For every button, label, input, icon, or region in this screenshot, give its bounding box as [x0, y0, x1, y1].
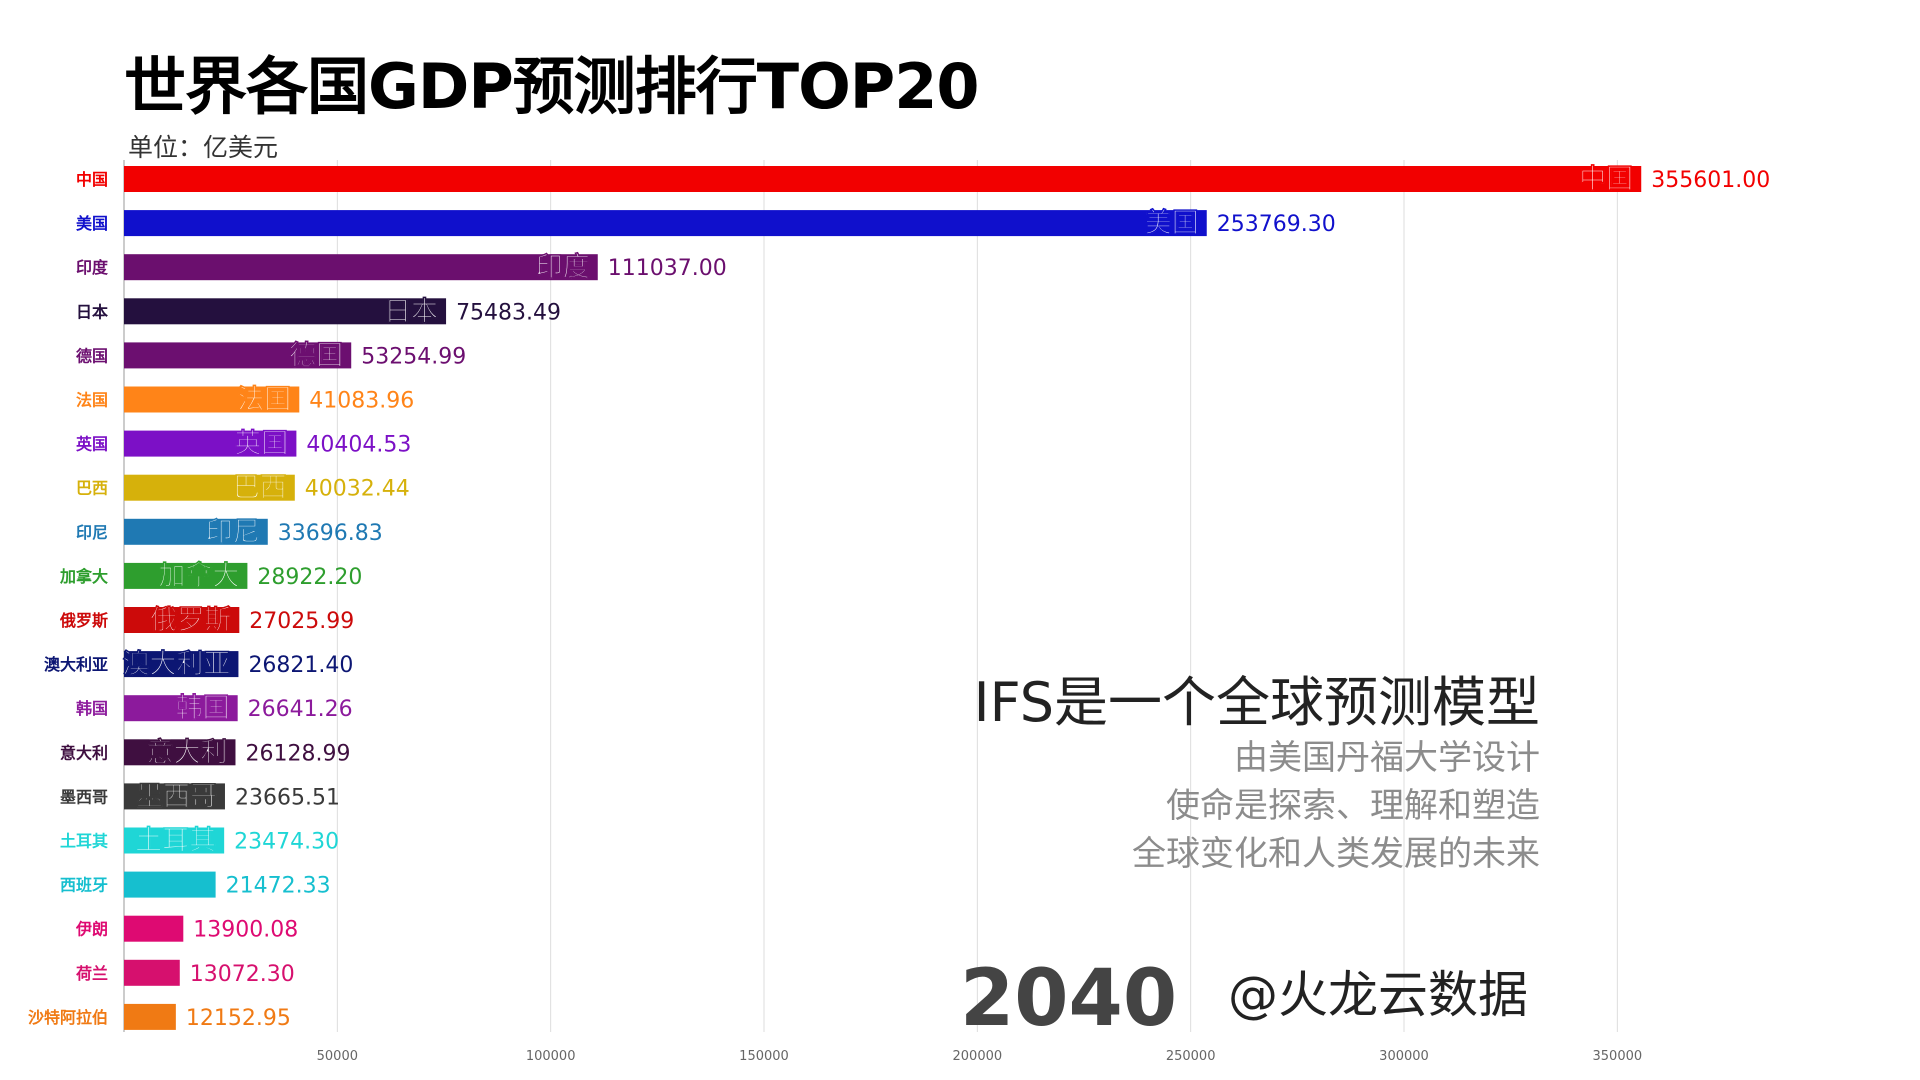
- watermark-handle: @火龙云数据: [1228, 966, 1528, 1024]
- value-label: 26821.40: [248, 653, 353, 678]
- bar: [124, 783, 225, 810]
- category-label: 西班牙: [60, 876, 108, 895]
- category-label: 法国: [76, 391, 108, 410]
- value-label: 23665.51: [235, 785, 340, 810]
- value-label: 41083.96: [309, 389, 414, 414]
- bar: [124, 342, 352, 369]
- description-line-1: 由美国丹福大学设计: [1234, 738, 1540, 778]
- bar: [124, 739, 236, 766]
- value-label: 21472.33: [226, 874, 331, 899]
- value-label: 40032.44: [305, 477, 410, 502]
- bar-inner-label: 日本: [384, 296, 438, 327]
- bar: [124, 210, 1207, 237]
- bar: [124, 915, 184, 942]
- bar: [124, 474, 295, 501]
- value-label: 75483.49: [456, 300, 561, 325]
- category-label: 荷兰: [76, 964, 108, 983]
- value-label: 23474.30: [234, 830, 339, 855]
- x-tick-label: 300000: [1379, 1049, 1429, 1064]
- bar-inner-label: 德国: [289, 340, 343, 371]
- x-tick-label: 100000: [526, 1049, 576, 1064]
- bar-inner-label: 俄罗斯: [149, 605, 231, 636]
- category-label: 德国: [76, 346, 108, 365]
- bar-inner-label: 韩国: [176, 693, 230, 724]
- bar-inner-label: 英国: [234, 429, 288, 460]
- category-label: 沙特阿拉伯: [28, 1008, 108, 1027]
- description-title: IFS是一个全球预测模型: [973, 671, 1540, 734]
- value-label: 253769.30: [1217, 212, 1336, 237]
- value-label: 53254.99: [361, 344, 466, 369]
- value-label: 355601.00: [1651, 168, 1770, 193]
- bar: [124, 562, 248, 589]
- value-label: 40404.53: [306, 433, 411, 458]
- category-label: 中国: [76, 170, 108, 189]
- category-label: 巴西: [76, 479, 108, 498]
- value-label: 26641.26: [248, 697, 353, 722]
- bar: [124, 1003, 176, 1030]
- bar-inner-label: 加拿大: [158, 560, 239, 592]
- category-label: 土耳其: [60, 832, 108, 851]
- category-label: 伊朗: [75, 920, 108, 939]
- category-label: 日本: [76, 302, 108, 321]
- bar: [124, 959, 180, 986]
- category-label: 俄罗斯: [59, 611, 108, 630]
- category-label: 墨西哥: [60, 787, 108, 806]
- bar: [124, 518, 268, 545]
- description-line-2: 使命是探索、理解和塑造: [1166, 786, 1540, 826]
- value-label: 12152.95: [186, 1006, 291, 1031]
- x-tick-label: 350000: [1593, 1049, 1643, 1064]
- unit-label: 单位：亿美元: [128, 133, 279, 162]
- value-label: 33696.83: [278, 521, 383, 546]
- category-label: 澳大利亚: [44, 655, 108, 674]
- bar-inner-label: 美国: [1145, 207, 1199, 239]
- bar-inner-label: 中国: [1579, 164, 1633, 195]
- bar: [124, 607, 240, 633]
- bar-inner-label: 墨西哥: [136, 781, 217, 812]
- value-label: 28922.20: [257, 565, 362, 590]
- value-label: 27025.99: [249, 609, 354, 634]
- value-label: 13072.30: [190, 962, 295, 987]
- bar: [124, 695, 238, 722]
- bar-inner-label: 法国: [237, 385, 291, 416]
- bar: [124, 871, 216, 898]
- bar: [124, 827, 225, 854]
- category-label: 意大利: [60, 743, 108, 762]
- bar: [124, 430, 297, 457]
- category-label: 英国: [75, 435, 108, 454]
- bar: [124, 651, 239, 678]
- category-label: 加拿大: [59, 567, 108, 586]
- x-tick-label: 250000: [1166, 1049, 1216, 1064]
- bar-inner-label: 印尼: [206, 517, 260, 548]
- x-tick-label: 50000: [317, 1049, 358, 1064]
- bar-inner-label: 印度: [536, 251, 590, 283]
- category-label: 美国: [76, 214, 108, 233]
- bar-inner-label: 意大利: [146, 736, 227, 768]
- chart-title: 世界各国GDP预测排行TOP20: [124, 50, 980, 123]
- value-label: 26128.99: [245, 741, 350, 766]
- x-tick-label: 200000: [953, 1049, 1003, 1064]
- bar: [124, 386, 300, 413]
- bar-inner-label: 巴西: [233, 473, 287, 504]
- category-label: 韩国: [76, 699, 108, 718]
- year-label: 2040: [960, 954, 1178, 1044]
- bar: [124, 298, 447, 325]
- bar-inner-label: 土耳其: [135, 826, 216, 857]
- description-line-3: 全球变化和人类发展的未来: [1132, 834, 1540, 874]
- bar: [124, 254, 598, 281]
- bar-inner-label: 澳大利亚: [122, 649, 230, 680]
- x-tick-label: 150000: [739, 1049, 789, 1064]
- value-label: 13900.08: [193, 918, 298, 943]
- category-label: 印尼: [76, 523, 108, 542]
- category-label: 印度: [76, 258, 109, 277]
- value-label: 111037.00: [608, 256, 727, 281]
- bar: [124, 166, 1642, 192]
